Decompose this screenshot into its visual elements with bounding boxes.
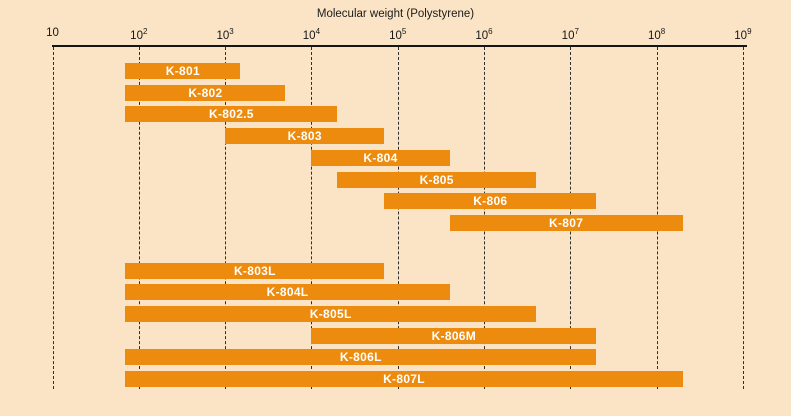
gridline xyxy=(742,47,744,389)
range-bar-k-802-5: K-802.5 xyxy=(125,106,338,123)
range-bar-k-805: K-805 xyxy=(337,171,536,188)
x-axis-title: Molecular weight (Polystyrene) xyxy=(316,8,475,20)
x-tick-label: 103 xyxy=(216,27,234,42)
range-bar-k-804: K-804 xyxy=(311,149,450,166)
range-bar-k-806l: K-806L xyxy=(125,349,597,366)
bar-label: K-806L xyxy=(339,350,382,365)
range-bar-k-807: K-807 xyxy=(449,214,683,231)
range-bar-k-803l: K-803L xyxy=(125,262,385,279)
bar-label: K-805L xyxy=(309,306,352,321)
x-axis-line xyxy=(52,45,747,47)
bar-label: K-803 xyxy=(287,129,322,144)
x-tick-label: 106 xyxy=(475,27,493,42)
bar-label: K-801 xyxy=(165,64,200,78)
range-bar-k-807l: K-807L xyxy=(125,371,683,387)
x-tick-label: 102 xyxy=(130,27,148,42)
bar-label: K-803L xyxy=(233,263,276,278)
x-tick-label: 107 xyxy=(561,27,579,42)
gridline xyxy=(397,47,399,389)
bar-label: K-806M xyxy=(431,328,477,343)
bar-label: K-804L xyxy=(266,285,309,300)
bar-label: K-806 xyxy=(473,194,508,209)
range-bar-k-802: K-802 xyxy=(125,84,286,101)
bar-label: K-807 xyxy=(549,215,584,230)
gridline xyxy=(225,47,227,389)
range-bar-k-803: K-803 xyxy=(225,128,385,145)
x-tick-label: 10 xyxy=(46,27,59,39)
x-tick-label: 109 xyxy=(734,27,752,42)
range-bar-k-805l: K-805L xyxy=(125,305,536,322)
x-tick-label: 105 xyxy=(389,27,407,42)
range-bar-k-806m: K-806M xyxy=(311,327,597,344)
bar-label: K-805 xyxy=(419,172,454,187)
range-bar-k-806: K-806 xyxy=(384,193,597,210)
bar-label: K-802 xyxy=(188,85,223,100)
gridline xyxy=(138,47,140,389)
gridline xyxy=(52,47,54,389)
range-bar-k-804l: K-804L xyxy=(125,284,450,301)
x-tick-label: 104 xyxy=(302,27,321,42)
bar-label: K-807L xyxy=(383,372,425,386)
bar-label: K-802.5 xyxy=(208,107,254,122)
gridline xyxy=(311,47,313,389)
bar-label: K-804 xyxy=(363,150,398,165)
x-tick-label: 108 xyxy=(647,27,666,42)
range-bar-k-801: K-801 xyxy=(125,63,241,79)
